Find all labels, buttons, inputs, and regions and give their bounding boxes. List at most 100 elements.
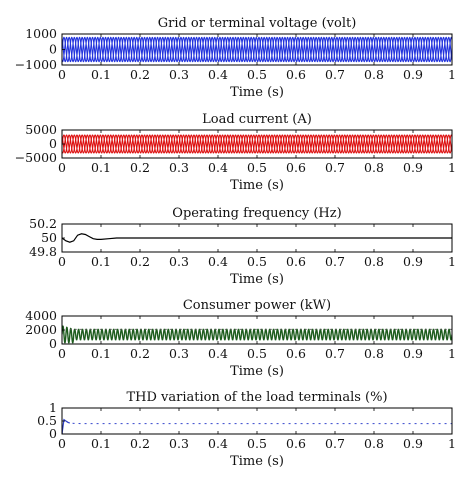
- plot-frame: [61, 407, 453, 435]
- x-tick-label: 0.4: [208, 254, 228, 269]
- x-axis-label: Time (s): [230, 85, 284, 100]
- x-tick-label: 1: [448, 160, 456, 175]
- series-line-phase-1: [62, 134, 452, 154]
- x-tick-label: 0.7: [325, 436, 345, 451]
- x-tick-label: 0.6: [286, 346, 306, 361]
- x-tick-label: 0.9: [403, 436, 423, 451]
- x-tick-label: 0.9: [403, 67, 423, 82]
- x-tick-label: 0.9: [403, 254, 423, 269]
- chart-title: Load current (A): [202, 112, 312, 127]
- y-tick-label: 49.8: [29, 244, 57, 259]
- x-tick-label: 0.7: [325, 160, 345, 175]
- x-tick-label: 1: [448, 254, 456, 269]
- x-axis-label: Time (s): [230, 272, 284, 287]
- x-axis-label: Time (s): [230, 364, 284, 379]
- x-tick-label: 0.2: [130, 254, 150, 269]
- series-line-phase-3: [62, 36, 452, 63]
- y-tick-label: 0: [49, 136, 57, 151]
- chart-title: Grid or terminal voltage (volt): [158, 16, 357, 31]
- x-tick-label: 0.6: [286, 436, 306, 451]
- x-axis-label: Time (s): [230, 454, 284, 469]
- chart-panel-4: Consumer power (kW) 0 0.1 0.2 0.3 0.4 0.5 0.6 0.…: [25, 298, 456, 379]
- y-tick-label: 0: [49, 336, 57, 351]
- x-tick-label: 0.3: [169, 160, 189, 175]
- chart-panel-3: Operating frequency (Hz) 0 0.1 0.2 0.3 0.4 0.5…: [29, 206, 456, 287]
- x-tick-label: 0.2: [130, 436, 150, 451]
- x-tick-label: 0.1: [91, 67, 111, 82]
- x-tick-label: 0.8: [364, 67, 384, 82]
- x-tick-label: 0: [58, 254, 66, 269]
- x-tick-label: 0.9: [403, 160, 423, 175]
- series-group: [62, 134, 452, 154]
- y-tick-label: 5000: [25, 122, 57, 137]
- x-tick-label: 0.4: [208, 160, 228, 175]
- series-line-phase-1: [62, 36, 452, 63]
- x-tick-label: 0.3: [169, 346, 189, 361]
- x-tick-label: 0.6: [286, 67, 306, 82]
- series-line-phase-2: [62, 36, 452, 63]
- y-tick-label: 0: [49, 426, 57, 441]
- x-tick-label: 0.8: [364, 254, 384, 269]
- x-tick-label: 0.4: [208, 67, 228, 82]
- x-tick-label: 0: [58, 346, 66, 361]
- y-tick-label: 0.5: [37, 413, 57, 428]
- chart-panel-2: Load current (A) 0 0.1 0.2 0.3 0.4 0.5 0.6 0.7 0.…: [15, 112, 456, 193]
- series-line-phase-3: [62, 134, 452, 154]
- series-line-1: [62, 233, 452, 243]
- y-tick-label: 0: [49, 42, 57, 57]
- x-tick-label: 0: [58, 160, 66, 175]
- series-line-phase-2: [62, 134, 452, 154]
- x-tick-label: 0.6: [286, 160, 306, 175]
- x-tick-label: 0.7: [325, 67, 345, 82]
- series-group: [62, 233, 452, 243]
- x-tick-label: 0.1: [91, 160, 111, 175]
- x-tick-label: 0.5: [247, 346, 267, 361]
- chart-title: Operating frequency (Hz): [172, 206, 341, 221]
- x-tick-label: 0.3: [169, 436, 189, 451]
- y-tick-label: 50: [41, 230, 57, 245]
- y-tick-label: 4000: [25, 308, 57, 323]
- y-tick-label: 2000: [25, 322, 57, 337]
- y-tick-label: −5000: [15, 150, 57, 165]
- y-tick-label: 1: [49, 400, 57, 415]
- x-tick-label: 0.5: [247, 436, 267, 451]
- x-tick-label: 0.5: [247, 160, 267, 175]
- series-group: [62, 36, 452, 63]
- x-tick-label: 0.7: [325, 254, 345, 269]
- chart-panel-1: Grid or terminal voltage (volt) 0 0.1 0.2 0.…: [15, 16, 456, 100]
- x-tick-label: 1: [448, 67, 456, 82]
- x-tick-label: 0.9: [403, 346, 423, 361]
- x-tick-label: 0.6: [286, 254, 306, 269]
- x-tick-label: 0.1: [91, 346, 111, 361]
- chart-title: THD variation of the load terminals (%): [126, 390, 387, 405]
- x-tick-label: 0.2: [130, 67, 150, 82]
- x-tick-label: 0.3: [169, 254, 189, 269]
- x-tick-label: 1: [448, 346, 456, 361]
- y-tick-label: 50.2: [29, 216, 57, 231]
- x-tick-label: 0.4: [208, 346, 228, 361]
- x-tick-label: 0.3: [169, 67, 189, 82]
- x-tick-label: 1: [448, 436, 456, 451]
- x-tick-label: 0.5: [247, 67, 267, 82]
- chart-title: Consumer power (kW): [183, 298, 331, 313]
- chart-panel-5: THD variation of the load terminals (%) 0…: [37, 390, 456, 469]
- x-tick-label: 0.1: [91, 436, 111, 451]
- x-tick-label: 0.2: [130, 160, 150, 175]
- x-tick-label: 0.8: [364, 160, 384, 175]
- x-tick-label: 0.7: [325, 346, 345, 361]
- x-tick-label: 0.4: [208, 436, 228, 451]
- series-group: [62, 418, 452, 434]
- x-tick-label: 0: [58, 436, 66, 451]
- x-tick-label: 0.2: [130, 346, 150, 361]
- x-axis-label: Time (s): [230, 178, 284, 193]
- x-tick-label: 0.8: [364, 436, 384, 451]
- series-group: [62, 325, 452, 344]
- x-tick-label: 0.8: [364, 346, 384, 361]
- y-tick-label: 1000: [25, 26, 57, 41]
- series-line-startup: [62, 418, 71, 434]
- series-power-band: [62, 325, 452, 344]
- x-tick-label: 0.5: [247, 254, 267, 269]
- y-tick-label: −1000: [15, 57, 57, 72]
- x-tick-label: 0.1: [91, 254, 111, 269]
